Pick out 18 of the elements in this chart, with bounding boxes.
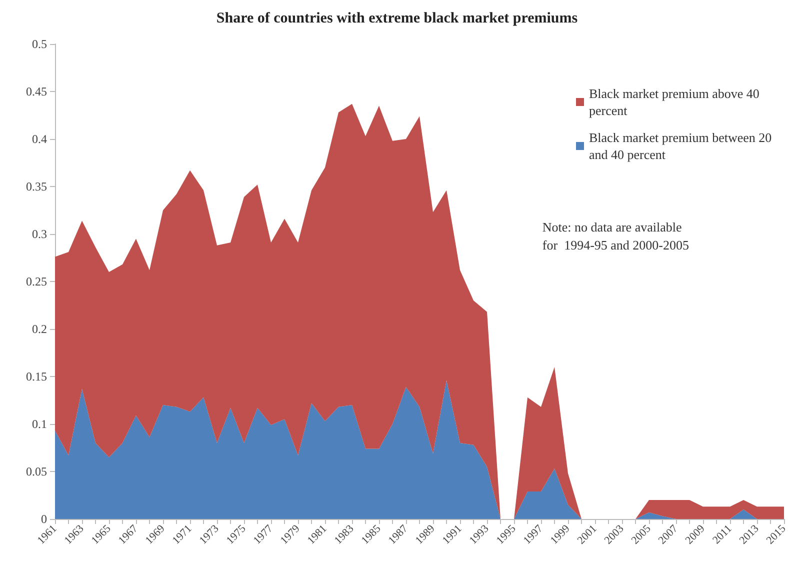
y-tick-label: 0.4	[32, 132, 47, 146]
y-tick-label: 0.15	[26, 370, 47, 384]
y-tick-label: 0.2	[32, 322, 47, 336]
x-tick-label: 1971	[170, 522, 194, 547]
y-tick-label: 0.1	[32, 417, 47, 431]
y-tick-label: 0.45	[26, 84, 47, 98]
x-tick-label: 1981	[305, 522, 330, 547]
chart-title: Share of countries with extreme black market premiums	[216, 10, 578, 26]
y-tick-label: 0.25	[26, 274, 47, 288]
y-tick-label: 0.35	[26, 180, 47, 194]
annotation: Note: no data are available for 1994-95 and 2000-2005	[542, 220, 690, 252]
y-tick-label: 0.5	[32, 37, 47, 51]
y-tick-label: 0.3	[32, 227, 47, 241]
legend-label: Black market premium above 40 percent	[589, 86, 763, 118]
x-tick-label: 1991	[440, 522, 464, 547]
y-tick-label: 0.05	[26, 464, 47, 478]
legend-label: Black market premium between 20 and 40 percent	[589, 130, 775, 162]
x-tick-label: 2011	[710, 522, 734, 546]
